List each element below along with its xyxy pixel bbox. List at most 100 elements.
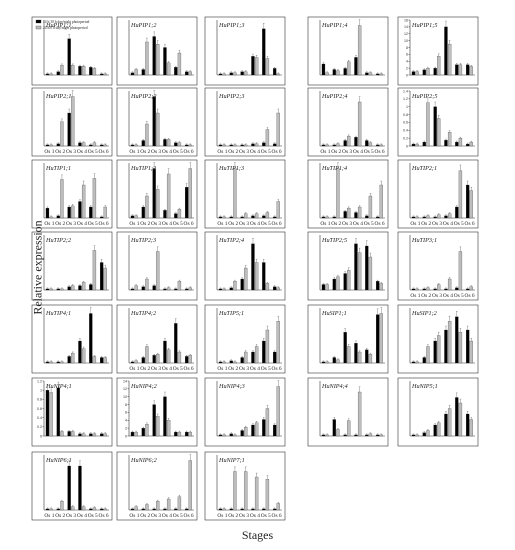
bar-photoperiod-14h <box>240 278 244 291</box>
x-tick-label: Os 1 <box>320 221 330 227</box>
x-tick-label: Os 1 <box>410 221 420 227</box>
bar-photoperiod-24h <box>49 392 53 437</box>
bar-photoperiod-14h <box>465 64 470 76</box>
bar-photoperiod-24h <box>71 506 75 511</box>
bar-photoperiod-14h <box>141 286 145 291</box>
bar-photoperiod-24h <box>325 72 329 76</box>
bar-photoperiod-14h <box>433 288 437 291</box>
bar-photoperiod-24h <box>244 71 248 76</box>
bar-photoperiod-24h <box>458 332 463 364</box>
bar-photoperiod-24h <box>233 281 237 291</box>
bar-photoperiod-14h <box>321 216 326 219</box>
panel-title: HuTIP2;4 <box>218 237 244 244</box>
x-tick-label: Os 6 <box>184 149 194 155</box>
bar-photoperiod-14h <box>422 357 426 364</box>
panel-frame <box>116 231 198 301</box>
bar-photoperiod-14h <box>343 273 347 291</box>
bar-photoperiod-14h <box>251 351 255 364</box>
panel-frame <box>116 87 198 157</box>
bar-photoperiod-14h <box>444 26 448 76</box>
y-tick-label: 6 <box>406 53 408 57</box>
panel-hutip2-1: Os 1 Os 2 Os 3 Os 4 Os 5 Os 6 HuTIP2;1 <box>397 159 479 229</box>
bar-photoperiod-14h <box>375 314 380 364</box>
bar-photoperiod-24h <box>336 429 340 437</box>
x-axis-title: Stages <box>241 528 274 542</box>
x-tick-label: Os 1 <box>129 149 139 155</box>
panel-frame <box>307 231 389 301</box>
bar-photoperiod-24h <box>265 479 270 511</box>
bar-photoperiod-14h <box>229 360 233 364</box>
y-tick-label: 0.8 <box>403 113 408 117</box>
panel-frame <box>397 16 479 86</box>
bar-photoperiod-24h <box>336 143 340 147</box>
bar-photoperiod-14h <box>332 278 336 291</box>
bar-photoperiod-14h <box>365 140 369 147</box>
panel-title: HuTIP2;3 <box>130 237 156 244</box>
bar-photoperiod-24h <box>49 361 53 364</box>
bar-photoperiod-24h <box>166 349 171 364</box>
bar-photoperiod-14h <box>130 72 135 76</box>
x-tick-label: Os 4 <box>443 293 453 299</box>
y-tick-label: 1 <box>406 105 408 109</box>
bar-photoperiod-14h <box>465 288 470 291</box>
bar-photoperiod-14h <box>321 284 326 291</box>
bar-photoperiod-14h <box>56 387 60 437</box>
bar-photoperiod-14h <box>262 419 266 437</box>
bar-photoperiod-24h <box>379 73 383 76</box>
x-tick-label: Os 5 <box>88 221 98 227</box>
x-tick-label: Os 6 <box>272 221 282 227</box>
panel-hupip2-4: Os 1 Os 2 Os 3 Os 4 Os 5 Os 6 HuPIP2;4 <box>307 87 389 157</box>
panel-frame <box>204 16 286 86</box>
panel-title: HuSIP1;2 <box>411 310 437 317</box>
bar-photoperiod-24h <box>145 504 149 511</box>
y-tick-label: 10 <box>404 39 408 43</box>
panel-title: HuSIP1;1 <box>321 310 347 317</box>
panel-frame <box>31 159 113 229</box>
bar-photoperiod-24h <box>265 329 270 364</box>
x-tick-label: Os 3 <box>432 293 442 299</box>
legend-swatch <box>35 25 42 30</box>
panel-title: HuPIP1;1 <box>45 22 71 29</box>
bar-photoperiod-14h <box>152 168 156 219</box>
bar-photoperiod-14h <box>251 508 255 511</box>
bar-photoperiod-14h <box>89 144 93 147</box>
panel-hupip1-3: HuPIP1;3 <box>204 16 286 86</box>
panel-title: HuTIP4;2 <box>130 310 156 317</box>
bar-photoperiod-14h <box>272 508 277 511</box>
bar-photoperiod-24h <box>244 471 248 511</box>
bar-photoperiod-14h <box>45 390 50 437</box>
x-tick-label: Os 2 <box>140 221 150 227</box>
x-tick-label: Os 1 <box>44 513 54 519</box>
bar-photoperiod-24h <box>222 144 226 147</box>
panel-hunip4-3: HuNIP4;3 <box>204 377 286 447</box>
bar-photoperiod-14h <box>99 216 104 219</box>
bar-photoperiod-14h <box>174 142 178 147</box>
bar-photoperiod-14h <box>321 361 326 364</box>
x-tick-label: Os 4 <box>162 221 172 227</box>
bar-photoperiod-24h <box>145 346 149 364</box>
bar-photoperiod-24h <box>379 144 383 147</box>
legend-label: 24 h/0 h day/night photoperiod <box>43 26 88 30</box>
bar-photoperiod-24h <box>368 256 373 291</box>
y-tick-label: 2 <box>125 426 127 430</box>
bar-photoperiod-24h <box>368 142 373 147</box>
bar-photoperiod-24h <box>415 143 419 147</box>
bar-photoperiod-24h <box>103 357 107 364</box>
bar-photoperiod-24h <box>60 179 64 219</box>
bar-photoperiod-14h <box>99 73 104 76</box>
panel-hunip6-2: Os 1 Os 2 Os 3 Os 4 Os 5 Os 6 HuNIP6;2 <box>116 451 198 521</box>
bar-photoperiod-24h <box>368 72 373 76</box>
panel-title: HuPIP1;2 <box>130 22 156 29</box>
x-tick-label: Os 6 <box>272 149 282 155</box>
bar-photoperiod-24h <box>188 355 192 364</box>
x-tick-label: Os 4 <box>353 149 363 155</box>
bar-photoperiod-24h <box>222 434 226 437</box>
x-tick-label: Os 6 <box>272 513 282 519</box>
bar-photoperiod-14h <box>365 349 369 364</box>
y-tick-label: 1.4 <box>403 89 408 93</box>
bar-photoperiod-14h <box>272 424 277 437</box>
bar-photoperiod-24h <box>336 70 340 76</box>
panel-frame <box>31 231 113 301</box>
bar-photoperiod-14h <box>78 340 82 364</box>
